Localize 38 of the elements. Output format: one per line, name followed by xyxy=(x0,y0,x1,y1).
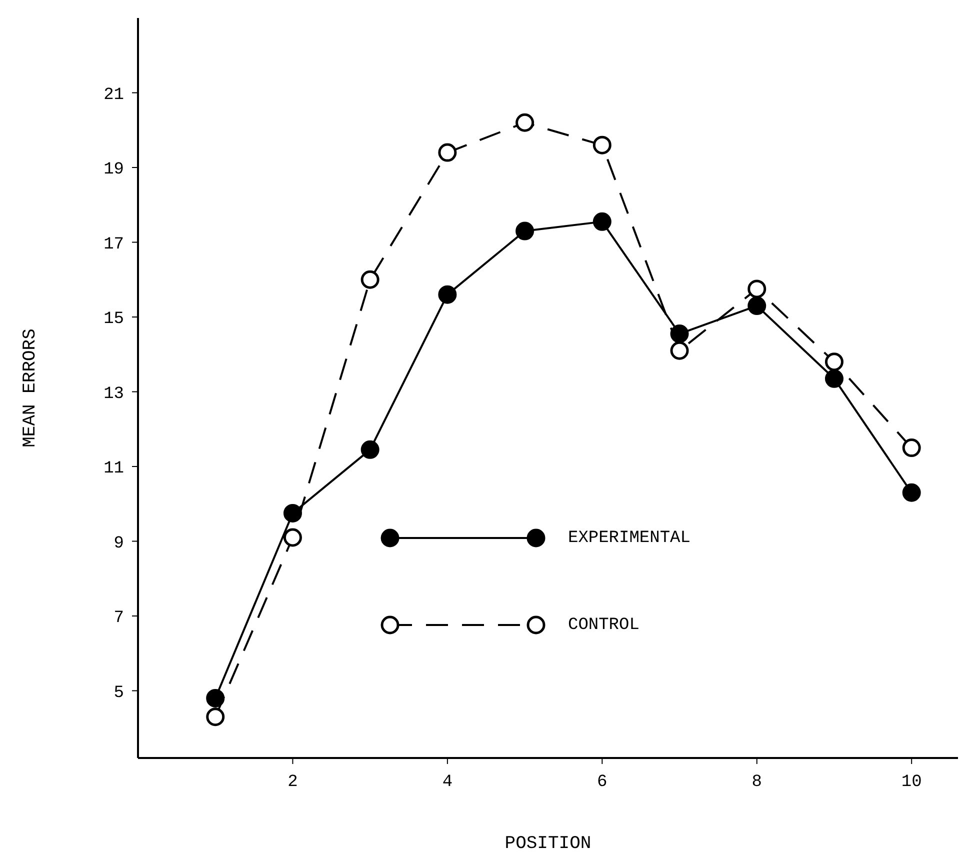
point xyxy=(206,688,225,708)
y-tick-label: 17 xyxy=(104,235,124,254)
point xyxy=(670,324,689,344)
y-tick-label: 5 xyxy=(114,684,124,703)
point xyxy=(438,143,457,162)
x-axis-title: POSITION xyxy=(504,834,592,854)
x-tick-label: 2 xyxy=(288,773,298,792)
point xyxy=(516,113,534,132)
x-tick-label: 10 xyxy=(901,773,922,792)
x-tick-label: 4 xyxy=(442,773,453,792)
point xyxy=(824,352,844,372)
point xyxy=(592,136,612,154)
point xyxy=(748,280,766,298)
y-axis-title: MEAN ERRORS xyxy=(20,328,40,448)
y-tick-label: 19 xyxy=(104,160,124,180)
point xyxy=(824,369,844,388)
legend-label: EXPERIMENTAL xyxy=(568,528,690,548)
point xyxy=(283,504,302,522)
y-tick-label: 13 xyxy=(104,384,124,404)
point xyxy=(516,222,534,240)
point xyxy=(360,270,380,289)
point xyxy=(902,483,921,502)
point xyxy=(206,708,225,726)
point xyxy=(902,438,921,458)
point xyxy=(748,296,766,316)
point xyxy=(360,440,380,459)
y-tick-label: 11 xyxy=(104,460,124,479)
y-tick-label: 9 xyxy=(114,534,124,554)
point xyxy=(592,212,612,231)
point xyxy=(438,285,457,304)
x-tick-label: 6 xyxy=(597,773,608,792)
y-tick-label: 7 xyxy=(114,609,124,628)
y-tick-label: 21 xyxy=(104,86,124,105)
legend-label: CONTROL xyxy=(568,616,640,634)
x-tick-label: 8 xyxy=(752,773,762,792)
y-tick-label: 15 xyxy=(104,310,124,330)
point xyxy=(283,528,302,547)
point xyxy=(670,341,689,360)
